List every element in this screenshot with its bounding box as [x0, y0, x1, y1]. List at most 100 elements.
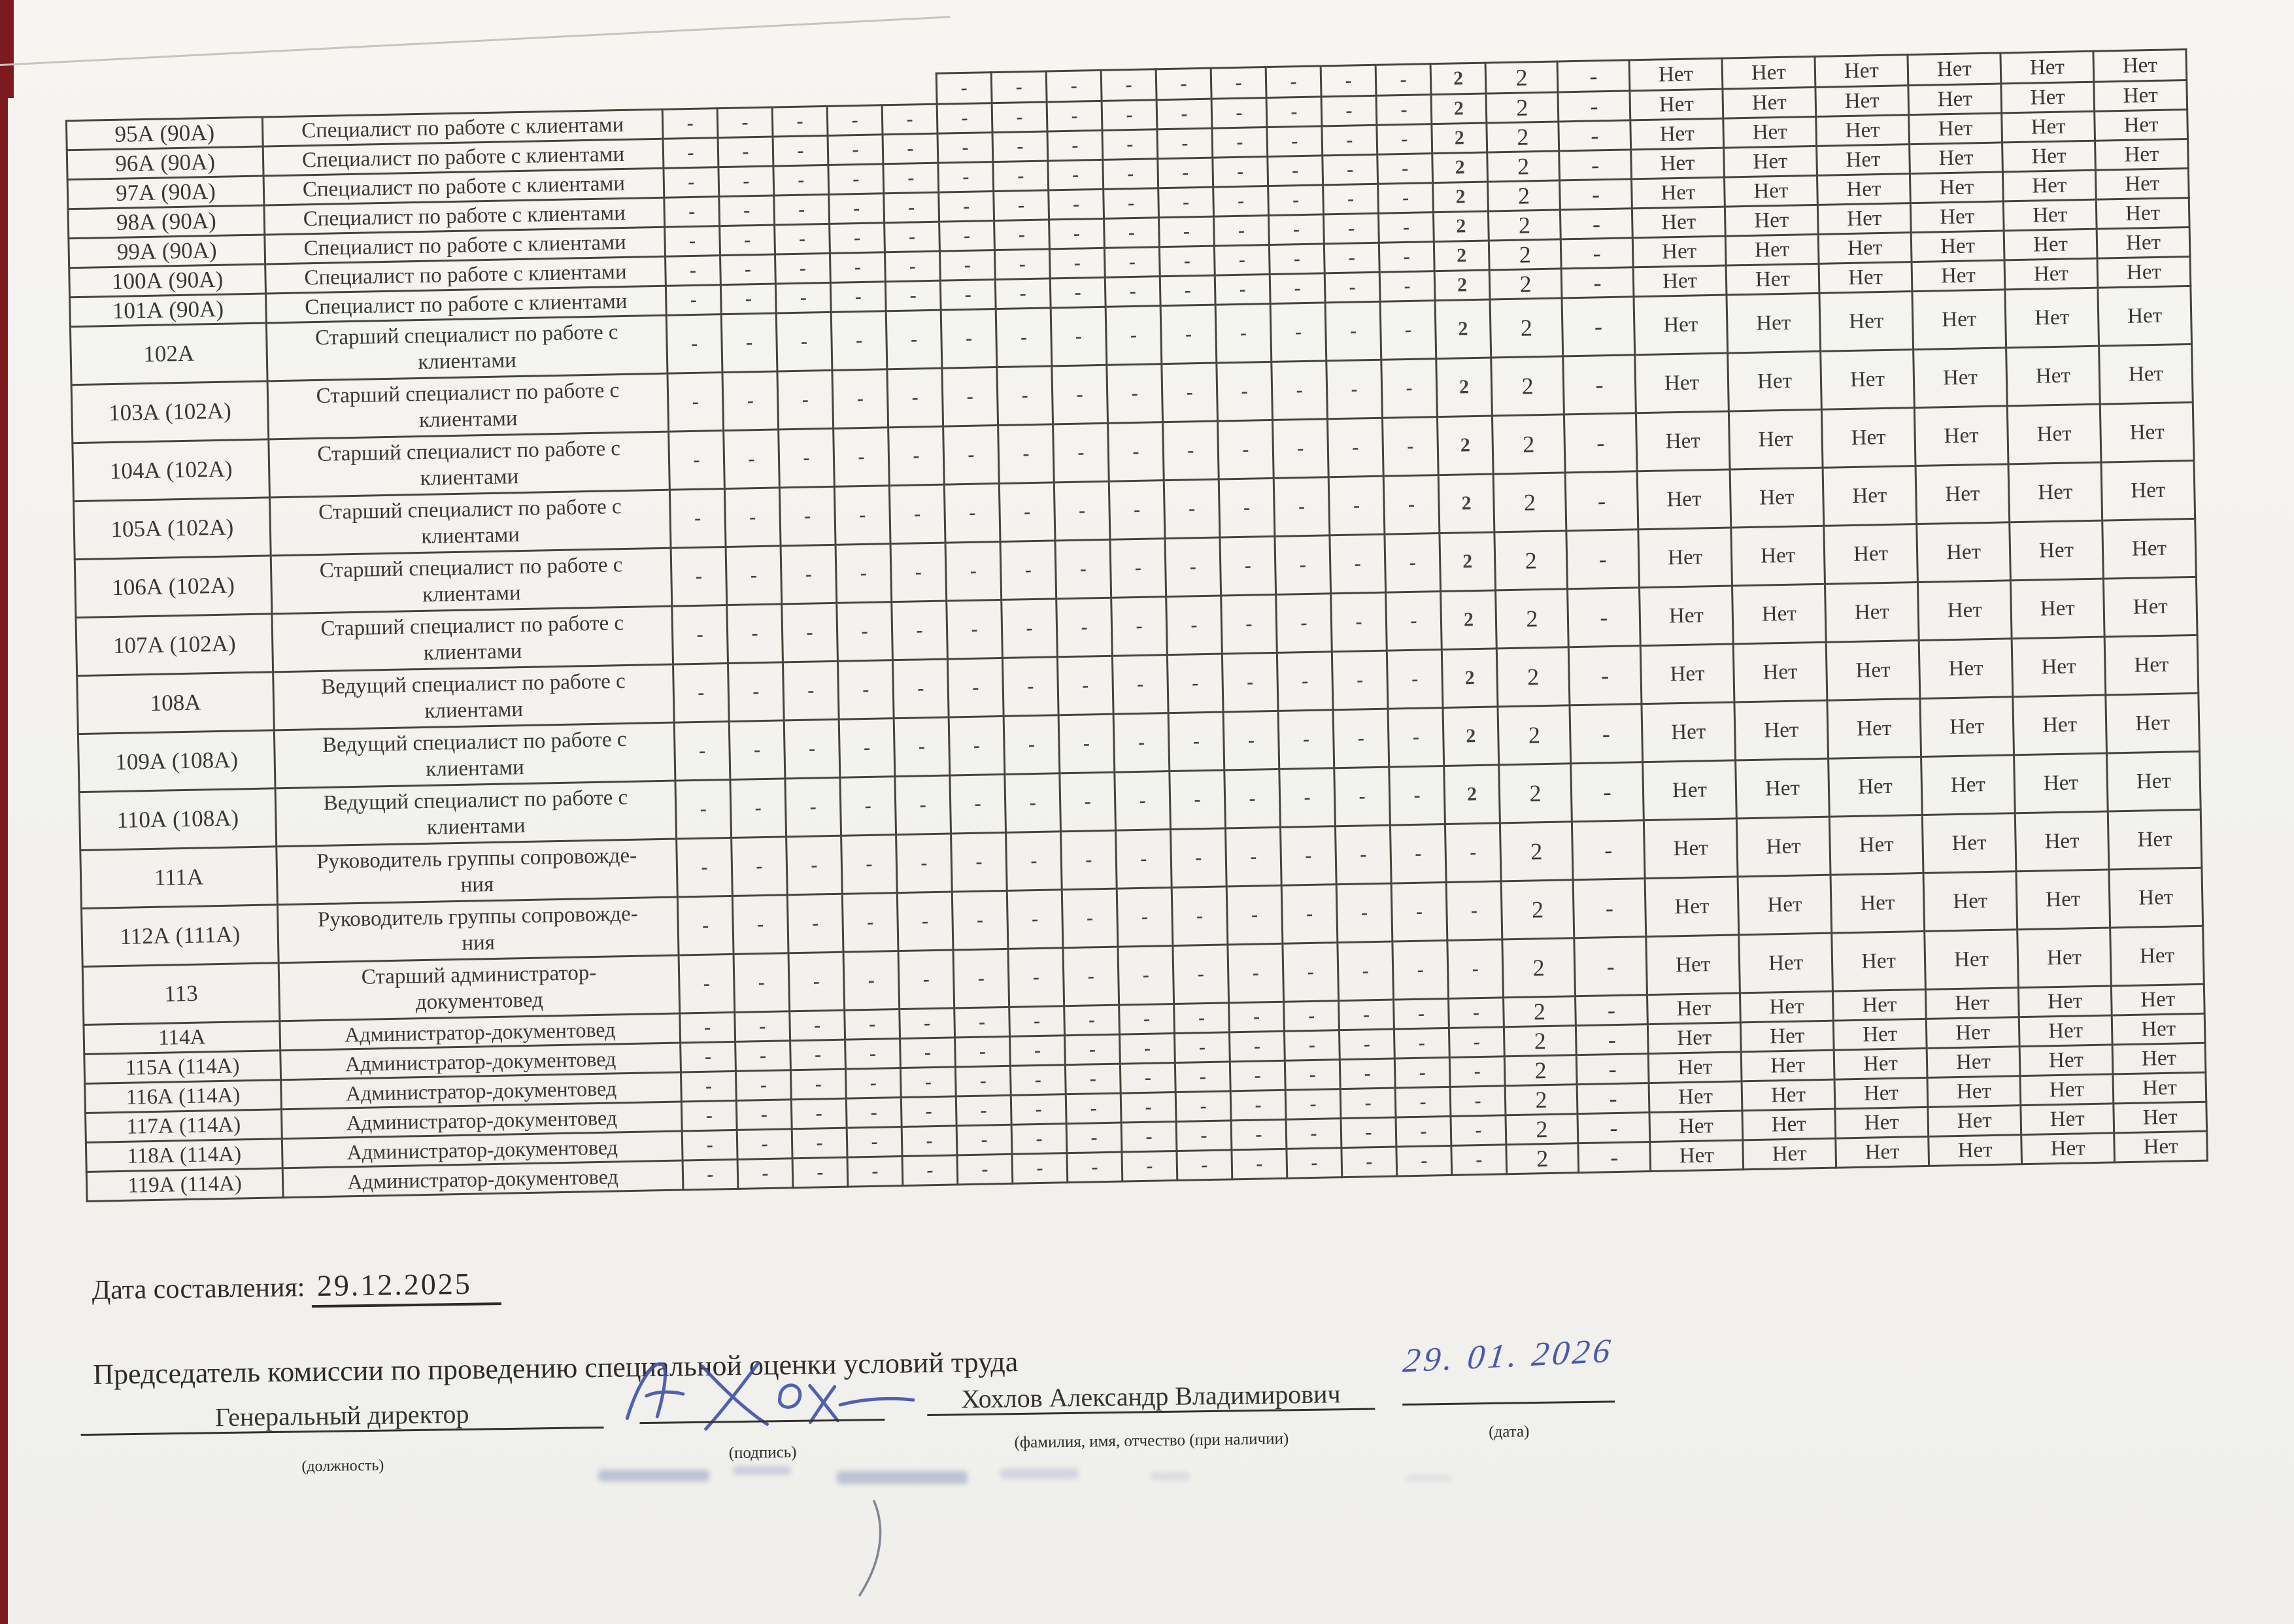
stamp-smudge [732, 1466, 791, 1475]
date-caption: (дата) [1489, 1423, 1530, 1442]
factor-class-cell: - [1396, 1145, 1452, 1177]
factor-class-cell: - [681, 1100, 737, 1131]
guarantee-cell: Нет [2114, 1131, 2208, 1162]
factor-class-cell: - [945, 541, 1002, 601]
final-class-with-ppe-cell: - [1561, 267, 1634, 298]
compilation-date-value: 29.12.2025 [311, 1266, 502, 1308]
factor-class-cell: - [1222, 652, 1279, 712]
factor-class-cell: - [1337, 941, 1394, 1001]
factor-class-cell: - [1170, 828, 1227, 888]
final-class-cell: 2 [1496, 647, 1570, 707]
factor-class-cell: - [1115, 829, 1172, 889]
guarantee-cell: Нет [1644, 818, 1738, 879]
factor-class-cell: - [992, 101, 1047, 133]
factor-class-cell: 2 [1436, 358, 1493, 417]
factor-class-cell: - [847, 1156, 903, 1187]
final-class-with-ppe-cell: - [1559, 149, 1632, 180]
factor-class-cell: - [1341, 1147, 1397, 1177]
guarantee-cell: Нет [1816, 144, 1910, 176]
profession-cell: Руководитель группы сопровожде- ния [277, 897, 679, 963]
factor-class-cell: - [1105, 305, 1162, 365]
factor-class-cell: - [1156, 68, 1212, 100]
factor-class-cell: - [1281, 884, 1338, 944]
factor-class-cell: - [1381, 358, 1438, 418]
factor-class-cell: - [1215, 303, 1272, 364]
guarantee-cell: Нет [1729, 409, 1823, 470]
factor-class-cell: - [949, 716, 1005, 776]
pen-stroke [858, 1500, 882, 1597]
factor-class-cell: - [1338, 1000, 1394, 1030]
factor-class-cell: - [675, 779, 732, 839]
factor-class-cell: - [941, 367, 998, 427]
guarantee-cell: Нет [2097, 286, 2192, 347]
factor-class-cell: - [955, 1066, 1011, 1096]
date-underline [1402, 1400, 1615, 1406]
final-class-cell: 2 [1500, 821, 1574, 881]
guarantee-cell: Нет [1637, 469, 1731, 530]
factor-class-cell: - [1282, 942, 1339, 1002]
guarantee-cell: Нет [1645, 876, 1739, 937]
guarantee-cell: Нет [1738, 933, 1833, 993]
factor-class-cell: 2 [1430, 93, 1487, 124]
guarantee-cell: Нет [1926, 1017, 2020, 1049]
guarantee-cell: Нет [1645, 934, 1740, 995]
factor-class-cell: - [674, 721, 730, 781]
factor-class-cell: - [995, 278, 1051, 309]
factor-class-cell: - [1107, 422, 1164, 482]
factor-class-cell: - [666, 284, 722, 316]
factor-class-cell: - [953, 949, 1009, 1008]
guarantee-cell: Нет [2012, 637, 2106, 697]
factor-class-cell: - [1117, 945, 1174, 1006]
factor-class-cell: - [883, 192, 939, 223]
factor-class-cell: - [664, 226, 720, 257]
final-class-with-ppe-cell: - [1576, 1024, 1649, 1055]
guarantee-cell: Нет [1819, 262, 1912, 294]
factor-class-cell: - [731, 836, 788, 896]
factor-class-cell: - [886, 310, 942, 369]
factor-class-cell: - [729, 720, 785, 780]
factor-class-cell: - [1211, 67, 1267, 99]
guarantee-cell: Нет [1722, 87, 1816, 119]
factor-class-cell: - [1335, 825, 1392, 885]
factor-class-cell: - [897, 891, 953, 951]
factor-class-cell: - [736, 1099, 792, 1130]
factor-class-cell: - [1213, 186, 1269, 217]
factor-class-cell: - [666, 314, 722, 374]
final-class-cell: 2 [1498, 763, 1572, 823]
final-class-with-ppe-cell: - [1572, 820, 1645, 880]
guarantee-cell: Нет [1633, 265, 1727, 297]
factor-class-cell: - [1112, 654, 1169, 715]
final-class-with-ppe-cell: - [1562, 296, 1635, 356]
factor-class-cell: - [1104, 246, 1160, 278]
final-class-cell: 2 [1486, 121, 1559, 153]
guarantee-cell: Нет [2016, 870, 2110, 930]
factor-class-cell: - [828, 163, 884, 195]
factor-class-cell: - [1066, 1123, 1122, 1153]
factor-class-cell: - [996, 365, 1053, 426]
handwritten-date: 29. 01. 2026 [1401, 1332, 1615, 1380]
factor-class-cell: - [1056, 598, 1113, 657]
factor-class-cell: - [718, 137, 773, 167]
final-class-with-ppe-cell: - [1573, 878, 1646, 938]
factor-class-cell: - [726, 545, 782, 605]
guarantee-cell: Нет [2012, 695, 2107, 755]
final-class-with-ppe-cell: - [1577, 1142, 1651, 1173]
guarantee-cell: Нет [1923, 871, 2017, 932]
factor-class-cell: - [730, 778, 786, 838]
workplace-number-cell: 106А (102А) [75, 555, 272, 618]
guarantee-cell: Нет [2097, 256, 2191, 288]
final-class-cell: 2 [1504, 1055, 1577, 1086]
guarantee-cell: Нет [1734, 700, 1829, 760]
factor-class-cell: - [787, 894, 844, 953]
factor-class-cell: - [663, 167, 719, 198]
factor-class-cell: - [1213, 215, 1270, 246]
guarantee-cell: Нет [2007, 404, 2101, 464]
factor-class-cell: - [720, 284, 777, 314]
final-class-with-ppe-cell: - [1559, 178, 1632, 210]
factor-class-cell: - [1102, 158, 1158, 190]
final-class-cell: 2 [1489, 239, 1562, 271]
factor-class-cell: - [1162, 421, 1219, 481]
guarantee-cell: Нет [2104, 635, 2199, 696]
factor-class-cell [881, 73, 937, 105]
guarantee-cell: Нет [1907, 52, 2001, 86]
